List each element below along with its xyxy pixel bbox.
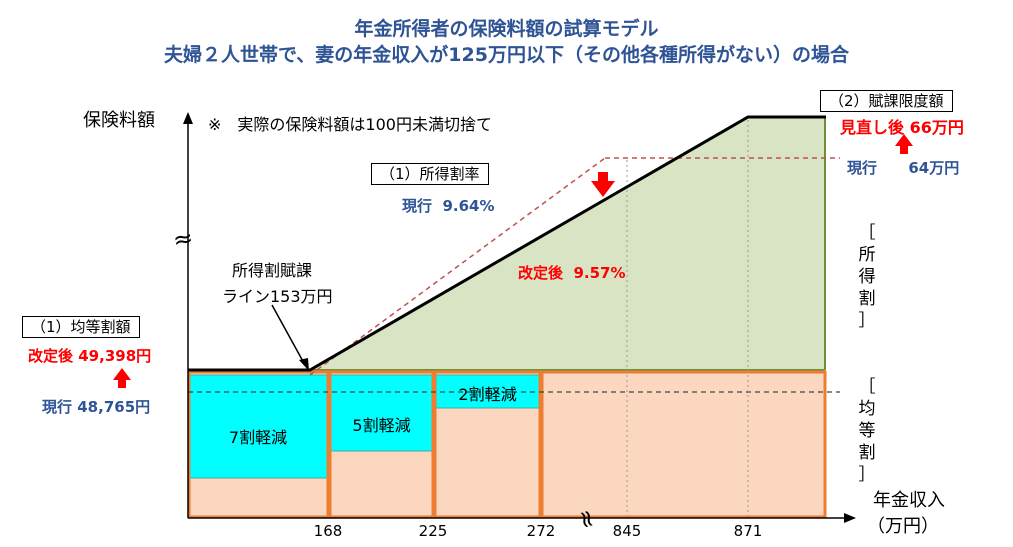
x-axis-arrow (844, 513, 856, 523)
y-axis-label: 保険料額 (83, 110, 155, 131)
limit-current-value: 現行 64万円 (847, 159, 960, 177)
rounding-note: ※ 実際の保険料額は100円未満切捨て (208, 115, 492, 134)
chart-title-line1: 年金所得者の保険料額の試算モデル (354, 18, 659, 40)
income-share-area (310, 117, 826, 370)
equal-col-4 (540, 370, 827, 519)
income-char-1: 所 (858, 245, 876, 265)
equal-col-3 (433, 370, 542, 519)
current-rate-dashed (309, 157, 606, 376)
equal-share-current: 現行 48,765円 (42, 396, 150, 417)
rate-down-arrow (591, 172, 615, 197)
reduction-2-label: 2割軽減 (458, 385, 517, 404)
income-line-pointer (271, 304, 306, 366)
x-axis-label: 年金収入 (873, 490, 945, 511)
x-tick-272: 272 (526, 522, 556, 540)
x-tick-871: 871 (733, 522, 763, 540)
equal-share-revised-value: 49,398円 (78, 347, 152, 365)
equal-col-1 (187, 370, 330, 519)
equal-char-1: 均 (858, 399, 876, 419)
premium-line (188, 115, 826, 372)
equal-char-2: 等 (858, 421, 876, 441)
equal-char-3: 割 (858, 443, 876, 463)
income-rate-revised: 改定後 9.57% (518, 264, 626, 282)
income-bracket-open: ［ (858, 223, 876, 243)
reduction-5-label: 5割軽減 (352, 416, 411, 435)
x-tick-845: 845 (612, 522, 642, 540)
equal-share-revised: 改定後 49,398円 (28, 345, 151, 366)
reduction-7-box (187, 374, 329, 479)
income-line-label-1: 所得割賦課 (232, 261, 313, 280)
limit-revised-value: 見直し後 66万円 (840, 118, 964, 137)
reduction-7-label: 7割軽減 (228, 428, 288, 447)
equal-bracket-open: ［ (858, 377, 876, 397)
income-share-vertical-label: ［ 所 得 割 ］ (856, 222, 878, 332)
x-axis-unit: （万円） (867, 516, 939, 537)
income-rate-current: 現行 9.64% (402, 197, 495, 215)
equal-bracket-close: ］ (858, 465, 876, 485)
limit-label-box: （2）賦課限度額 (820, 90, 953, 112)
income-line-pointer-head (299, 358, 309, 371)
limit-up-arrow (895, 134, 913, 154)
y-axis-arrow (183, 112, 193, 124)
x-tick-168: 168 (313, 522, 343, 540)
income-bracket-close: ］ (858, 311, 876, 331)
income-char-3: 割 (858, 289, 876, 309)
income-rate-label-box: （1）所得割率 (371, 163, 489, 185)
equal-col-2 (328, 370, 435, 519)
equal-share-revised-label: 改定後 (28, 347, 74, 365)
equal-up-arrow (113, 368, 131, 388)
income-char-2: 得 (858, 267, 876, 287)
equal-share-label-box: （1）均等割額 (22, 316, 140, 338)
income-line-label-2: ライン153万円 (222, 287, 333, 306)
x-tick-225: 225 (418, 522, 448, 540)
chart-title-line2: 夫婦２人世帯で、妻の年金収入が125万円以下（その他各種所得がない）の場合 (164, 44, 849, 66)
equal-share-current-value: 48,765円 (77, 398, 151, 416)
equal-share-current-label: 現行 (42, 398, 73, 416)
equal-share-vertical-label: ［ 均 等 割 ］ (856, 376, 878, 486)
